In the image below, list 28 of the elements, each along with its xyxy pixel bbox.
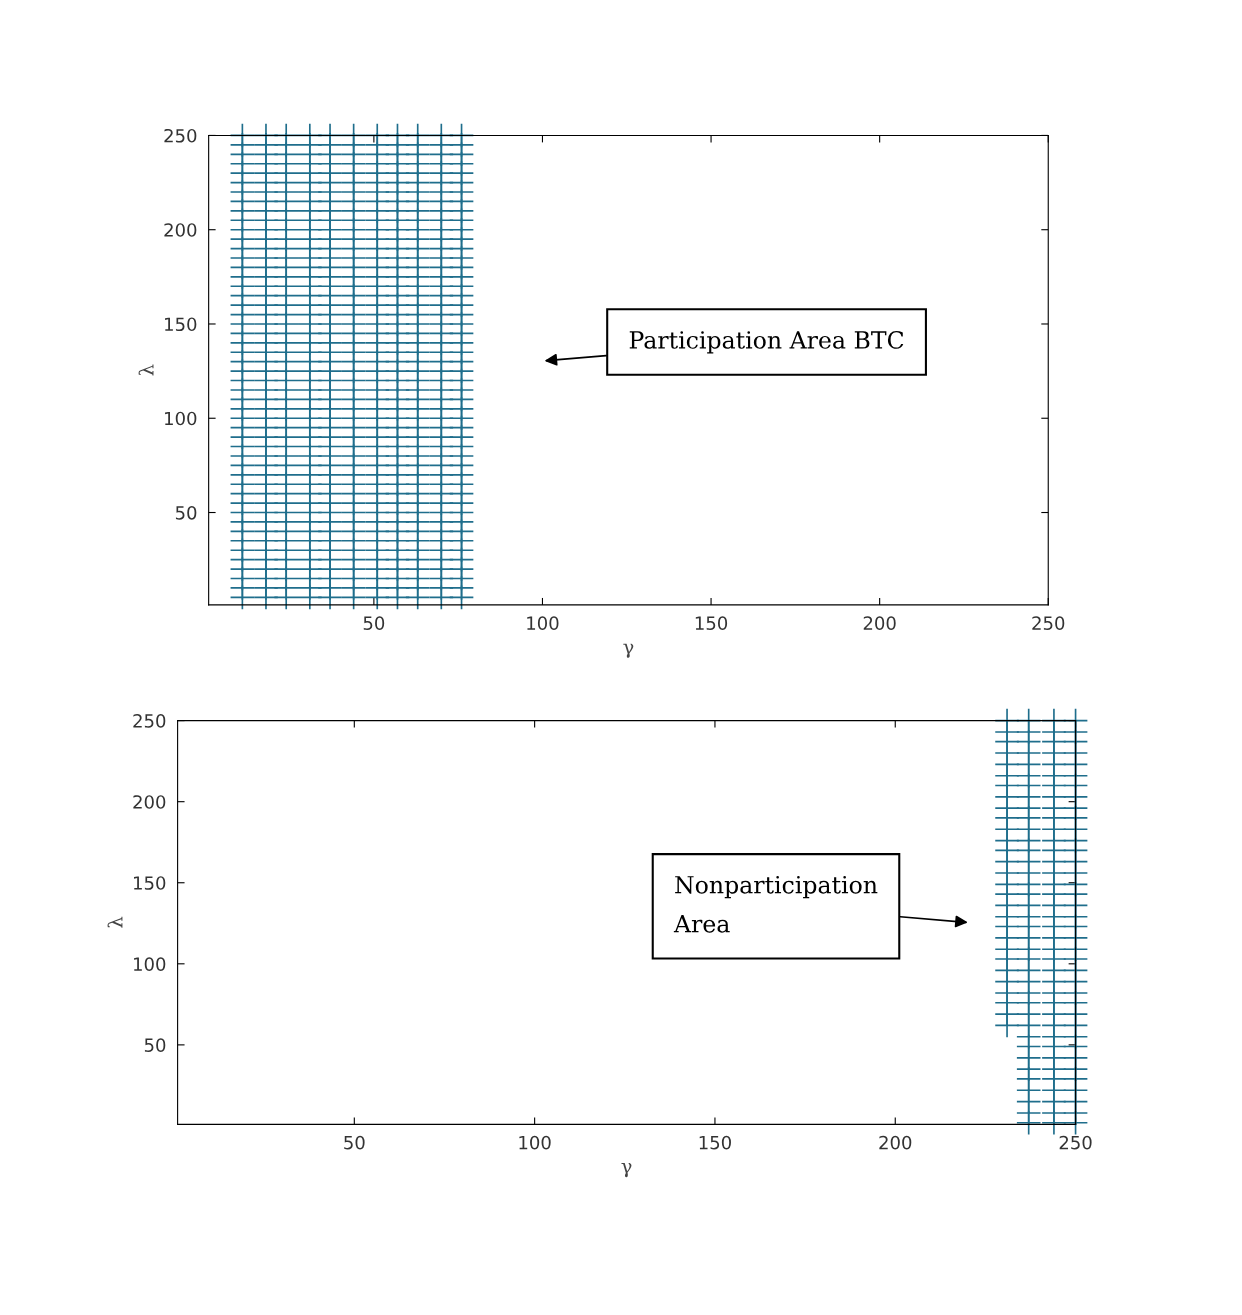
y-axis-title: λ: [107, 916, 123, 928]
annotation: Nonparticipation Area: [673, 875, 878, 933]
x-tick-label: 100: [519, 1135, 551, 1150]
y-tick-label: 50: [144, 1038, 166, 1052]
y-tick-label: 200: [133, 795, 166, 809]
x-axis-title: γ: [621, 1163, 632, 1178]
point: [1016, 1110, 1041, 1135]
y-tick-label: 100: [134, 957, 166, 971]
point: [1042, 1110, 1066, 1135]
x-tick-label: 150: [699, 1135, 731, 1150]
x-tick-label: 50: [344, 1135, 365, 1150]
y-tick-label: 100: [165, 411, 197, 426]
x-tick-label: 200: [879, 1135, 912, 1150]
x-axis-title: γ: [623, 643, 634, 658]
y-axis-title: λ: [138, 364, 154, 376]
y-tick-label: 150: [134, 876, 166, 890]
x-tick-label: 50: [363, 616, 385, 630]
annotation: Participation Area BTC: [629, 331, 904, 354]
y-tick-label: 250: [164, 128, 197, 143]
y-tick-label: 200: [164, 223, 197, 237]
x-tick-label: 150: [695, 616, 728, 630]
x-tick-label: 250: [1059, 1135, 1092, 1150]
y-tick-label: 50: [175, 505, 197, 520]
x-tick-label: 200: [863, 616, 896, 630]
x-tick-label: 250: [1032, 616, 1065, 630]
y-tick-label: 250: [133, 714, 166, 728]
x-tick-label: 100: [527, 616, 559, 630]
y-tick-label: 150: [165, 317, 197, 332]
